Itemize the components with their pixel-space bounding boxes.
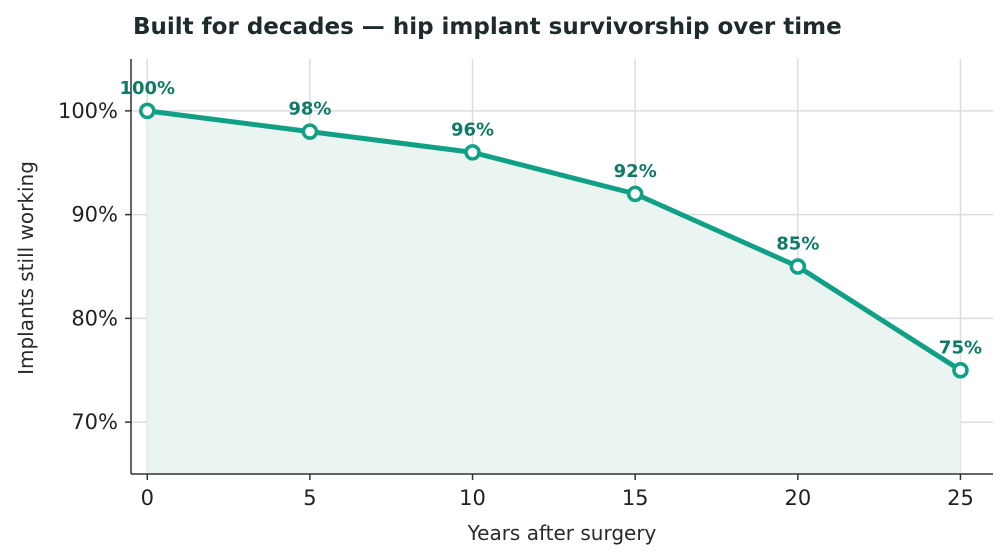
x-tick-label-3: 15 bbox=[622, 486, 649, 510]
data-points bbox=[139, 102, 969, 379]
data-label-2: 96% bbox=[451, 119, 494, 140]
x-tick-label-5: 25 bbox=[947, 486, 974, 510]
x-axis-label: Years after surgery bbox=[467, 521, 657, 545]
axes-spines bbox=[130, 59, 993, 475]
data-point-5 bbox=[952, 362, 969, 379]
data-label-1: 98% bbox=[288, 99, 331, 120]
y-tick-label-0: 70% bbox=[71, 410, 118, 434]
data-point-2 bbox=[464, 144, 481, 161]
y-tick-label-3: 100% bbox=[58, 99, 118, 123]
x-tick-label-2: 10 bbox=[459, 486, 486, 510]
chart-title: Built for decades — hip implant survivor… bbox=[133, 14, 842, 40]
y-tick-label-1: 80% bbox=[71, 306, 118, 330]
y-axis-label: Implants still working bbox=[14, 161, 38, 375]
data-label-0: 100% bbox=[119, 78, 175, 99]
data-point-3 bbox=[626, 185, 644, 203]
y-axis-ticks: 70% 80% 90% 100% bbox=[58, 99, 131, 434]
x-tick-label-0: 0 bbox=[141, 486, 154, 510]
series-line bbox=[144, 108, 963, 373]
x-tick-label-1: 5 bbox=[303, 486, 316, 510]
data-point-1 bbox=[301, 123, 319, 140]
y-tick-label-2: 90% bbox=[71, 203, 118, 227]
data-labels: 100% 98% 96% 92% 85% 75% bbox=[119, 78, 982, 358]
data-point-4 bbox=[789, 258, 807, 275]
data-label-5: 75% bbox=[939, 337, 982, 358]
data-label-4: 85% bbox=[776, 234, 819, 255]
data-label-3: 92% bbox=[614, 161, 657, 182]
x-axis-ticks: 0 5 10 15 20 25 bbox=[141, 474, 974, 510]
area-fill bbox=[147, 110, 961, 474]
data-point-0 bbox=[139, 102, 156, 120]
x-tick-label-4: 20 bbox=[784, 486, 811, 510]
